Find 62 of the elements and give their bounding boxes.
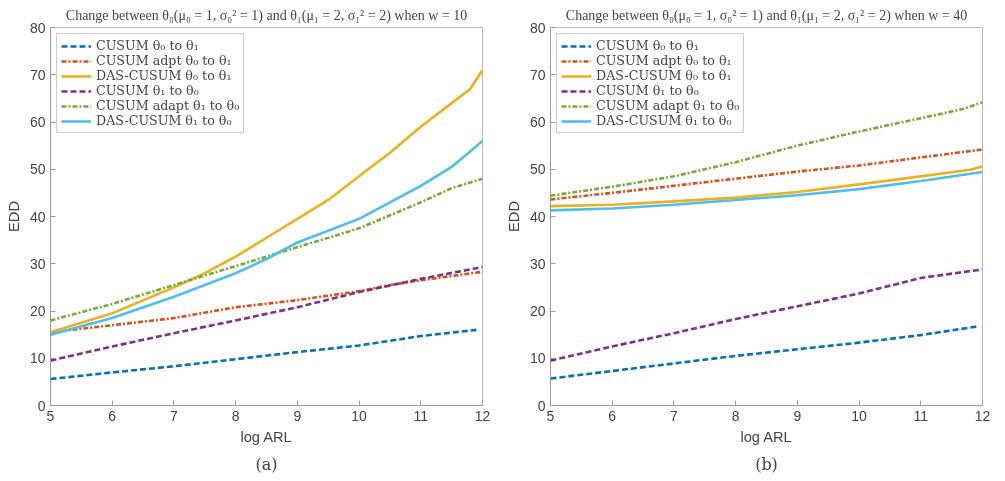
y-tick-label: 60 [529, 114, 546, 130]
line-series [550, 148, 983, 201]
legend-label: DAS-CUSUM θ₁ to θ₀ [96, 113, 232, 128]
y-tick-label: 30 [29, 255, 46, 272]
line-series [550, 100, 983, 198]
y-axis-title: EDD [505, 201, 522, 232]
text: (a) [255, 454, 278, 474]
x-tick-label: 9 [793, 407, 802, 424]
x-tick-label: 7 [170, 407, 179, 424]
y-tick-label: 80 [29, 19, 46, 36]
x-tick-label: 10 [351, 407, 368, 424]
y-axis-title: EDD [5, 201, 22, 232]
legend-label: CUSUM θ₀ to θ₁ [96, 38, 199, 53]
y-tick-label: 50 [529, 161, 546, 178]
legend-label: CUSUM θ₁ to θ₀ [96, 83, 199, 98]
y-tick-label: 70 [529, 66, 546, 83]
line-series [50, 68, 483, 334]
y-tick-label: 70 [29, 66, 46, 83]
y-tick-label: 20 [529, 303, 546, 319]
line-series [50, 139, 483, 336]
x-tick-label: 12 [474, 407, 491, 424]
text: (b) [755, 454, 778, 474]
legend-label: CUSUM θ₀ to θ₁ [596, 38, 699, 53]
legend-label: DAS-CUSUM θ₁ to θ₀ [596, 113, 732, 128]
chart-title: Change between θ₀(μ₀ = 1, σ₀² = 1) and θ₁(μ₁ = 2, σ₁² = 2) when w = 10 [65, 7, 468, 24]
y-tick-label: 20 [29, 303, 46, 319]
line-series [50, 177, 483, 322]
line-series [50, 328, 478, 381]
y-tick-label: 60 [29, 114, 46, 130]
x-tick-label: 9 [293, 407, 302, 424]
legend-label: CUSUM adpt θ₀ to θ₁ [96, 53, 232, 68]
x-tick-label: 5 [546, 407, 555, 424]
line-series [550, 325, 978, 380]
x-tick-label: 11 [913, 407, 929, 424]
y-tick-label: 10 [529, 350, 546, 367]
y-tick-label: 30 [529, 255, 546, 272]
chart-title: Change between θ₀(μ₀ = 1, σ₀² = 1) and θ₁(μ₁ = 2, σ₁² = 2) when w = 40 [565, 7, 968, 24]
legend-label: CUSUM adapt θ₁ to θ₀ [596, 98, 740, 113]
x-tick-label: 8 [231, 407, 240, 424]
legend-label: CUSUM θ₁ to θ₀ [596, 83, 699, 98]
x-tick-label: 8 [731, 407, 740, 424]
x-axis-title: log ARL [240, 428, 292, 445]
x-tick-label: 11 [413, 407, 429, 424]
y-tick-label: 50 [29, 161, 46, 178]
y-tick-label: 10 [29, 350, 46, 367]
x-tick-label: 10 [851, 407, 868, 424]
legend-label: CUSUM adpt θ₀ to θ₁ [596, 53, 732, 68]
y-tick-label: 0 [37, 397, 46, 414]
x-tick-label: 6 [608, 407, 617, 424]
x-tick-label: 6 [108, 407, 117, 424]
y-tick-label: 0 [537, 397, 546, 414]
legend-label: DAS-CUSUM θ₀ to θ₁ [96, 68, 232, 83]
y-tick-label: 40 [29, 208, 46, 225]
x-tick-label: 12 [974, 407, 991, 424]
x-tick-label: 5 [46, 407, 55, 424]
x-axis-title: log ARL [740, 428, 792, 445]
legend-label: DAS-CUSUM θ₀ to θ₁ [596, 68, 732, 83]
line-series [50, 265, 483, 362]
y-tick-label: 80 [529, 19, 546, 36]
legend-label: CUSUM adapt θ₁ to θ₀ [96, 98, 240, 113]
y-tick-label: 40 [529, 208, 546, 225]
x-tick-label: 7 [670, 407, 679, 424]
